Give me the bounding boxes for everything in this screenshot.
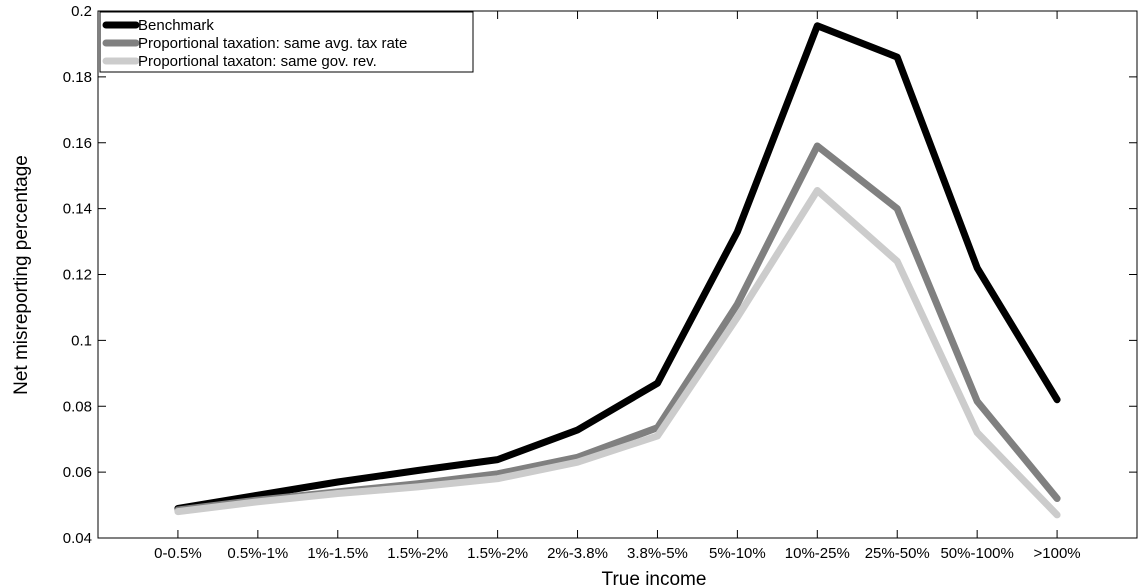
y-tick-label: 0.2 (71, 3, 92, 20)
x-tick-label: 5%-10% (709, 545, 766, 562)
y-tick-label: 0.04 (63, 530, 92, 547)
x-tick-label: 3.8%-5% (627, 545, 688, 562)
x-tick-label: >100% (1034, 545, 1081, 562)
legend-label: Proportional taxaton: same gov. rev. (138, 53, 377, 70)
y-axis-title: Net misreporting percentage (11, 155, 32, 395)
y-tick-label: 0.16 (63, 135, 92, 152)
legend-label: Proportional taxation: same avg. tax rat… (138, 35, 407, 52)
series-line-1 (174, 22, 1061, 512)
x-tick-label: 1%-1.5% (307, 545, 368, 562)
x-tick-label: 1.5%-2% (467, 545, 528, 562)
y-tick-label: 0.14 (63, 201, 92, 218)
x-tick-label: 0.5%-1% (227, 545, 288, 562)
x-tick-label: 0-0.5% (154, 545, 202, 562)
y-tick-label: 0.18 (63, 69, 92, 86)
legend-box (99, 11, 474, 73)
x-tick-label: 50%-100% (940, 545, 1013, 562)
x-tick-label: 1.5%-2% (387, 545, 448, 562)
y-tick-label: 0.06 (63, 464, 92, 481)
y-tick-label: 0.12 (63, 267, 92, 284)
y-tick-label: 0.1 (71, 332, 92, 349)
x-axis-title: True income (602, 569, 707, 588)
x-tick-label: 2%-3.8% (547, 545, 608, 562)
legend-label: Benchmark (138, 17, 214, 34)
x-tick-label: 25%-50% (865, 545, 930, 562)
x-tick-label: 10%-25% (785, 545, 850, 562)
series-line-3 (174, 187, 1061, 519)
y-tick-label: 0.08 (63, 398, 92, 415)
